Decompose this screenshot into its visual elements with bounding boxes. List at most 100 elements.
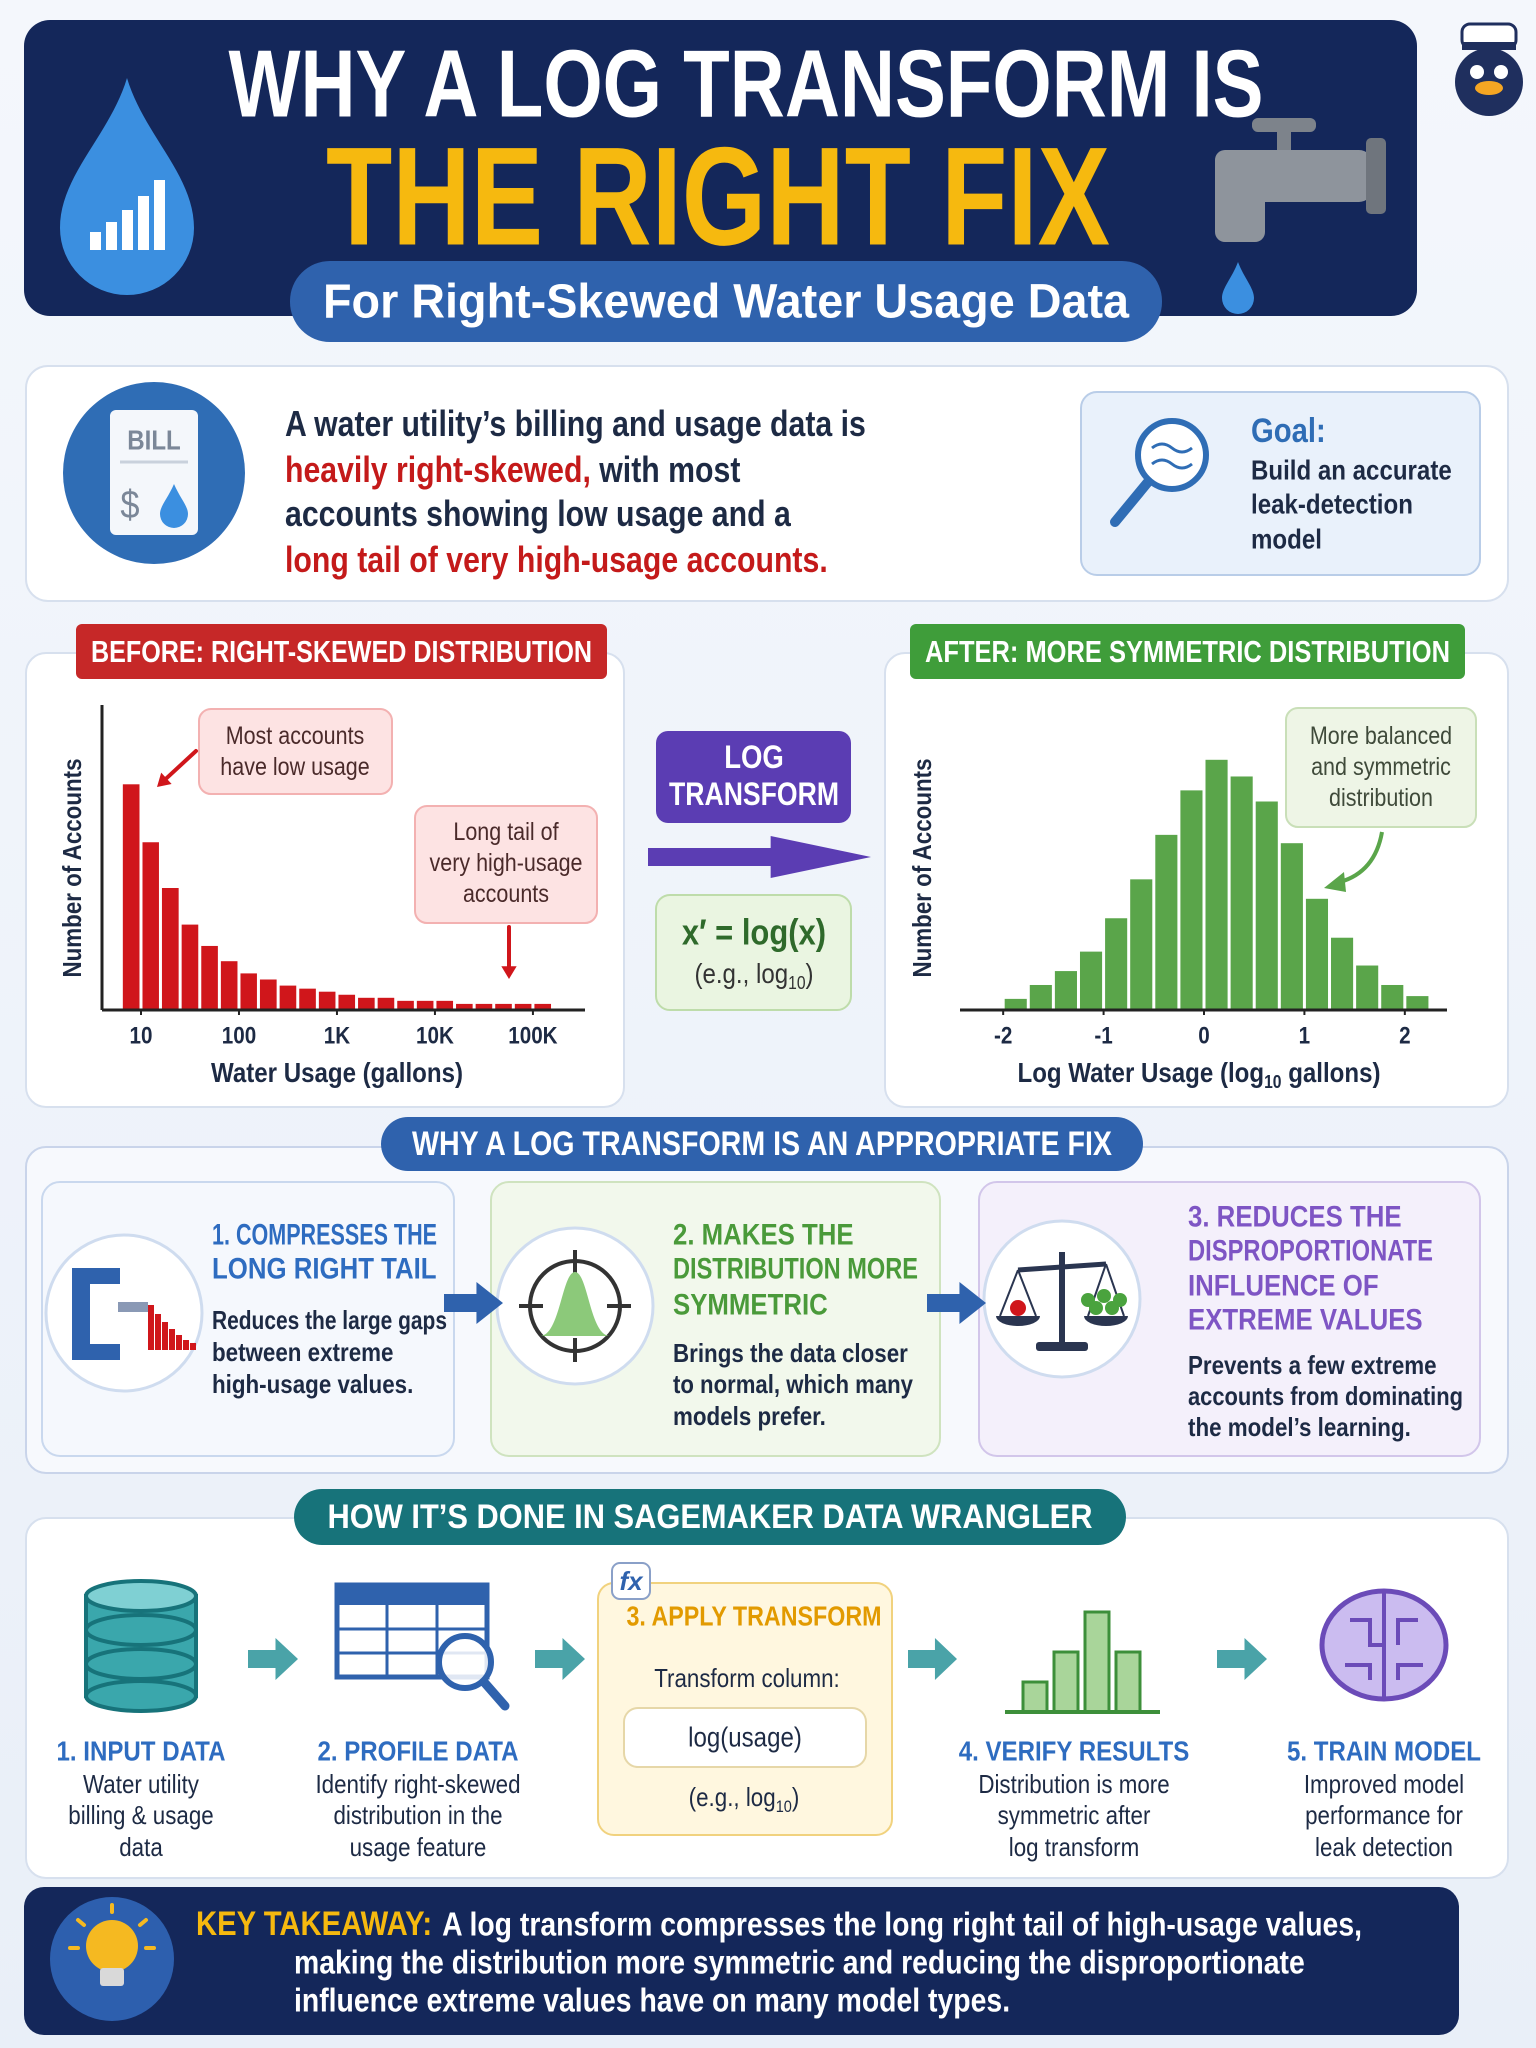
- mascot-eye: [1494, 65, 1508, 79]
- y-axis-label: Number of Accounts: [57, 758, 87, 977]
- text-span: long tail of very high-usage accounts.: [285, 539, 828, 580]
- text-span: Water Usage (gallons): [211, 1057, 463, 1088]
- step-text: data: [119, 1832, 163, 1862]
- bar: [220, 961, 238, 1010]
- reason-title: DISTRIBUTION MORE: [673, 1253, 918, 1286]
- mascot-hat-band: [1462, 42, 1516, 50]
- reason-icon-circle: [44, 1233, 204, 1393]
- goal-text: leak-detection: [1251, 489, 1413, 520]
- step-title: 5. TRAIN MODEL: [1287, 1736, 1481, 1767]
- formula-box: [655, 894, 852, 1011]
- bulb-ray: [138, 1918, 148, 1927]
- bar: [1381, 984, 1404, 1010]
- x-tick-label: 1: [1299, 1023, 1310, 1050]
- x-tick-label: -1: [1094, 1023, 1112, 1050]
- bar: [1105, 918, 1128, 1010]
- bar: [279, 985, 297, 1010]
- scale-beam: [1017, 1261, 1107, 1273]
- step-text: log transform: [1009, 1832, 1139, 1862]
- table-header: [337, 1585, 487, 1605]
- scale-base: [1036, 1342, 1088, 1351]
- step-text: Water utility: [83, 1769, 199, 1799]
- mini-bar-icon: [148, 1305, 154, 1350]
- intro-text: A water utility’s billing and usage data…: [285, 403, 866, 444]
- annotation-box: [198, 708, 393, 795]
- bar: [495, 1003, 512, 1010]
- reason-text: Reduces the large gaps: [212, 1305, 447, 1335]
- reason-title: SYMMETRIC: [673, 1289, 828, 1322]
- takeaway-text: A log transform compresses the long righ…: [442, 1906, 1362, 1943]
- verify-bar-icon: [1083, 1610, 1111, 1714]
- bill-drop: [160, 484, 188, 528]
- bar: [1180, 790, 1203, 1010]
- annotation-text: very high-usage: [430, 849, 583, 877]
- verify-bar-icon: [1052, 1650, 1080, 1714]
- reason-title: 1. COMPRESSES THE: [212, 1219, 437, 1252]
- bar: [1406, 996, 1429, 1010]
- bulb-base: [100, 1968, 124, 1986]
- reason-arrow: [927, 1282, 986, 1324]
- database-ring: [84, 1679, 198, 1713]
- bar: [1230, 776, 1253, 1010]
- bar: [142, 842, 159, 1010]
- reason-text: the model’s learning.: [1188, 1412, 1411, 1442]
- step-text: distribution in the: [333, 1800, 502, 1830]
- table-magnifier-handle: [479, 1677, 510, 1711]
- reason-arrow: [444, 1282, 503, 1324]
- bill-symbol: $: [120, 483, 139, 527]
- takeaway-label: KEY TAKEAWAY:: [196, 1905, 432, 1943]
- annotation-arrow: [164, 749, 198, 781]
- bar: [201, 945, 218, 1010]
- chart-title: BEFORE: RIGHT-SKEWED DISTRIBUTION: [91, 634, 592, 669]
- drop-bar-icon: [122, 210, 133, 250]
- reason-title: LONG RIGHT TAIL: [212, 1253, 437, 1286]
- bell-curve-icon: [540, 1272, 610, 1336]
- bar: [1004, 998, 1027, 1010]
- goal-text: model: [1251, 524, 1322, 555]
- reason-text: high-usage values.: [212, 1369, 413, 1399]
- red-ball: [1010, 1300, 1026, 1316]
- annotation-arrow: [1339, 831, 1384, 884]
- subtitle: For Right-Skewed Water Usage Data: [323, 276, 1129, 329]
- reason-title: 2. MAKES THE: [673, 1219, 854, 1252]
- x-tick-label: 100: [222, 1023, 256, 1050]
- verify-bar-icon: [1021, 1680, 1049, 1714]
- how-title-pill: [294, 1489, 1126, 1545]
- transform-arrow: [648, 836, 871, 878]
- reason-text: Prevents a few extreme: [1188, 1350, 1437, 1380]
- bar: [456, 1003, 473, 1010]
- magnifier-lens: [1135, 418, 1209, 492]
- text-span: ): [792, 1782, 799, 1812]
- table-grid: [337, 1605, 487, 1677]
- bar: [1029, 984, 1052, 1010]
- fx-badge-text: fx: [619, 1566, 644, 1596]
- text-span: (e.g., log: [694, 958, 788, 989]
- transform-label-box: [656, 731, 851, 823]
- bulb-ray: [76, 1918, 86, 1927]
- bar: [377, 997, 395, 1010]
- bar: [1356, 965, 1379, 1010]
- mini-bar-icon: [176, 1335, 182, 1350]
- bar: [318, 991, 336, 1010]
- green-ball: [1097, 1289, 1111, 1303]
- transform-label: LOG: [724, 739, 784, 775]
- bar: [338, 994, 356, 1010]
- annotation-text: More balanced: [1310, 722, 1452, 750]
- bar: [514, 1003, 532, 1010]
- chart-title-tab: [910, 624, 1465, 679]
- database-ring: [84, 1647, 198, 1681]
- database-ring: [84, 1613, 198, 1647]
- step-text: leak detection: [1315, 1832, 1453, 1862]
- annotation-text: and symmetric: [1311, 753, 1451, 781]
- step-title: 4. VERIFY RESULTS: [959, 1736, 1190, 1767]
- mini-bar-icon: [169, 1329, 175, 1350]
- takeaway-text: influence extreme values have on many mo…: [294, 1982, 1010, 2019]
- bar: [534, 1003, 552, 1010]
- bar: [259, 979, 277, 1010]
- reason-text: accounts from dominating: [1188, 1381, 1463, 1411]
- x-tick-label: 10: [130, 1023, 153, 1050]
- annotation-box: [1285, 707, 1477, 828]
- step-arrow: [535, 1638, 585, 1680]
- intro-text: accounts showing low usage and a: [285, 493, 792, 534]
